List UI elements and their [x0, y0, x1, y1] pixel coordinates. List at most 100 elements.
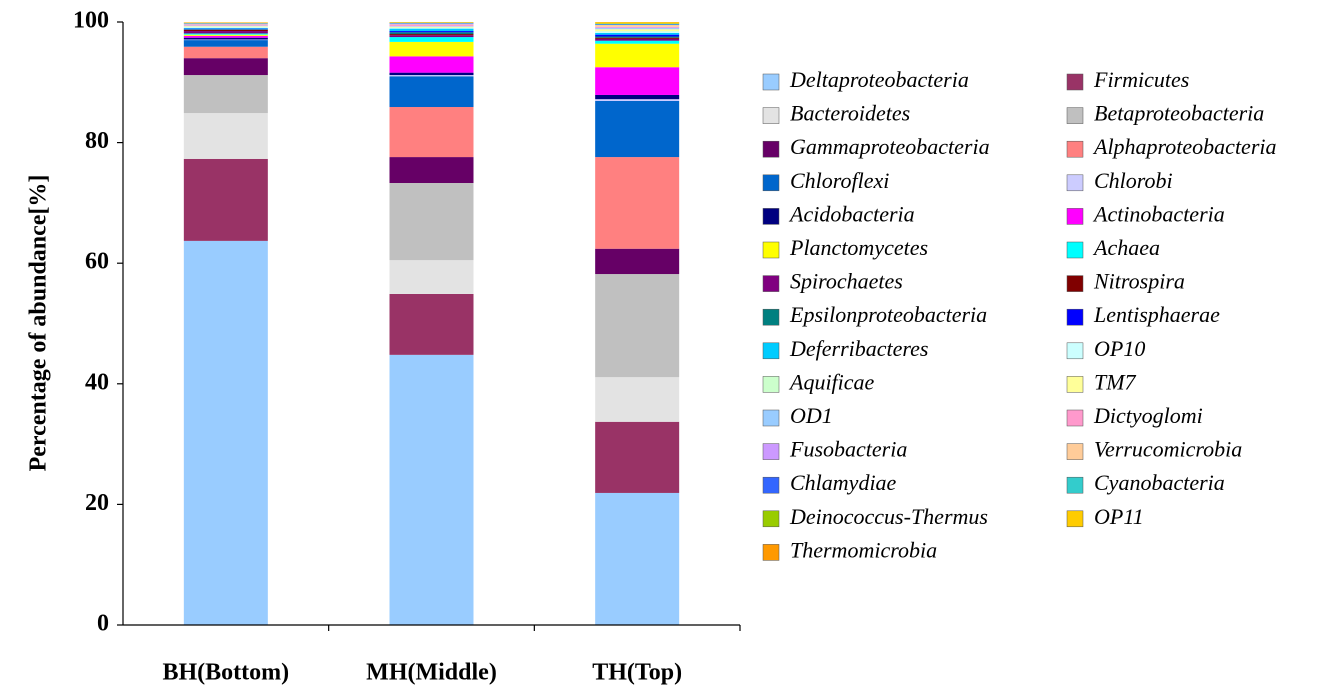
- bar-segment: [389, 32, 474, 35]
- bar-segment: [389, 23, 474, 24]
- y-tick-label: 0: [97, 611, 109, 637]
- bar-segment: [183, 28, 268, 30]
- legend-swatch: [1066, 174, 1084, 192]
- bar-segment: [389, 157, 474, 184]
- legend-label: Deinococcus-Thermus: [789, 504, 988, 529]
- bar-segment: [595, 492, 680, 625]
- legend-label: Planctomycetes: [789, 235, 928, 260]
- bar-segment: [183, 39, 268, 41]
- legend-label: Lentisphaerae: [1093, 302, 1220, 327]
- bar-segment: [595, 24, 680, 26]
- legend-label: Betaproteobacteria: [1094, 101, 1264, 126]
- bar-segment: [389, 107, 474, 158]
- bar-segment: [183, 24, 268, 26]
- bar-segment: [595, 28, 680, 30]
- bar-segment: [389, 31, 474, 33]
- bar-segment: [183, 25, 268, 26]
- legend-label: Chlamydiae: [790, 470, 897, 495]
- bar-segment: [595, 43, 680, 68]
- bar-segment: [389, 354, 474, 625]
- bar-segment: [389, 260, 474, 294]
- bar-segment: [389, 75, 474, 77]
- legend-swatch: [762, 107, 780, 124]
- bar-segment: [183, 35, 268, 38]
- bar-segment: [595, 31, 680, 33]
- bar-segment: [183, 75, 268, 114]
- legend-label: Deferribacteres: [789, 336, 928, 361]
- legend-swatch: [1066, 476, 1084, 494]
- legend-label: Spirochaetes: [790, 269, 903, 294]
- legend-swatch: [762, 241, 780, 259]
- legend-swatch: [1066, 342, 1084, 360]
- legend-label: Thermomicrobia: [790, 537, 937, 562]
- bar-segment: [595, 377, 680, 422]
- bar-segment: [389, 26, 474, 28]
- legend-swatch: [1066, 409, 1084, 427]
- legend-label: Bacteroidetes: [790, 101, 910, 126]
- bar-segment: [595, 274, 680, 378]
- x-tick-label: BH(Bottom): [163, 660, 290, 686]
- legend-swatch: [762, 73, 780, 91]
- legend-label: OP10: [1094, 336, 1145, 361]
- bar-segment: [595, 26, 680, 28]
- bar-segment: [183, 23, 268, 25]
- bar-segment: [389, 25, 474, 27]
- bar-segment: [389, 41, 474, 57]
- bar-segment: [389, 24, 474, 26]
- legend-label: OD1: [790, 403, 833, 428]
- bar-segment: [183, 25, 268, 27]
- legend-swatch: [762, 409, 780, 427]
- legend-label: OP11: [1094, 504, 1144, 529]
- legend-swatch: [762, 476, 780, 494]
- bar-segment: [595, 36, 680, 38]
- bar-segment: [595, 22, 680, 24]
- bar-segment: [595, 29, 680, 32]
- legend-swatch: [762, 208, 780, 225]
- bar-segment: [183, 240, 268, 625]
- bar-segment: [183, 26, 268, 27]
- legend-swatch: [1066, 241, 1084, 259]
- bar-segment: [389, 293, 474, 355]
- bar-segment: [183, 58, 268, 76]
- bar-segment: [595, 248, 680, 275]
- bar-segment: [595, 157, 680, 249]
- bar-segment: [183, 29, 268, 32]
- bar-segment: [595, 67, 680, 95]
- legend-swatch: [762, 510, 780, 528]
- bar-segment: [389, 27, 474, 29]
- legend-swatch: [762, 140, 780, 158]
- legend-label: Acidobacteria: [788, 201, 915, 226]
- bar-segment: [595, 27, 680, 29]
- legend-swatch: [762, 544, 780, 561]
- x-tick-label: TH(Top): [592, 660, 682, 686]
- bar-segment: [595, 94, 680, 100]
- legend-swatch: [1066, 208, 1084, 225]
- bar-segment: [389, 34, 474, 36]
- bar-segment: [389, 72, 474, 76]
- legend-swatch: [762, 443, 780, 460]
- y-tick-label: 60: [85, 249, 109, 275]
- legend-swatch: [762, 308, 780, 326]
- y-tick-label: 20: [85, 490, 109, 516]
- bar-segment: [389, 56, 474, 73]
- bar-segment: [183, 33, 268, 35]
- bar-segment: [389, 28, 474, 32]
- legend-label: Fusobacteria: [789, 437, 907, 462]
- bar-segment: [595, 99, 680, 101]
- bar-segment: [389, 37, 474, 42]
- legend-label: Epsilonproteobacteria: [789, 302, 987, 327]
- legend-label: Chlorobi: [1094, 168, 1173, 193]
- bar-segment: [183, 29, 268, 30]
- bar-segment: [389, 23, 474, 25]
- bar-segment: [183, 158, 268, 241]
- bar-segment: [595, 38, 680, 41]
- y-axis-label: Percentage of abundance[%]: [26, 175, 52, 472]
- bar-segment: [183, 28, 268, 29]
- x-tick-label: MH(Middle): [366, 660, 497, 686]
- bar-segment: [389, 35, 474, 38]
- bar-segment: [595, 100, 680, 158]
- bar-segment: [183, 113, 268, 159]
- bar-segment: [389, 183, 474, 261]
- legend-swatch: [1066, 107, 1084, 124]
- bar-segment: [595, 31, 680, 32]
